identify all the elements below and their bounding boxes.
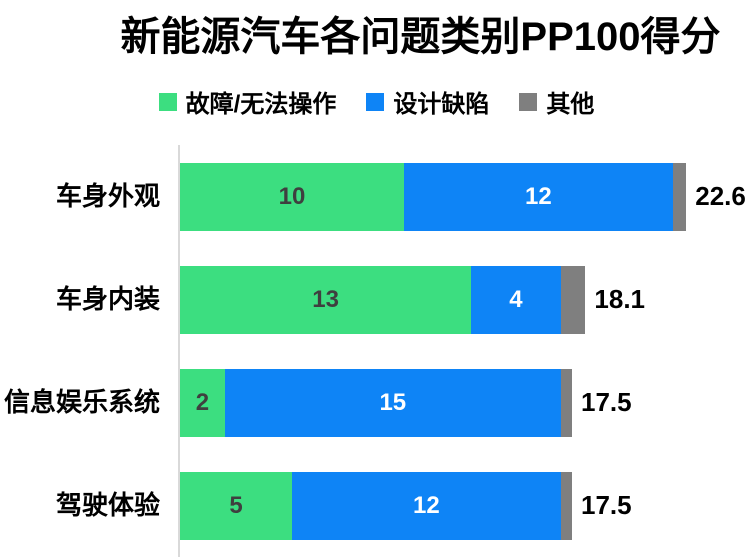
category-label: 车身内装 [55, 284, 160, 315]
bar-segment-other [560, 471, 572, 540]
legend-label: 故障/无法操作 [185, 91, 337, 118]
bar-segment-fault: 2 [180, 368, 225, 437]
bar-segment-fault: 13 [180, 265, 472, 334]
y-axis-line [178, 145, 180, 557]
bar-row: 信息娱乐系统 2 15 17.5 [0, 351, 753, 454]
legend-label: 设计缺陷 [393, 91, 490, 118]
total-value-label: 18.1 [594, 284, 646, 314]
bar-segment-design-defect: 12 [404, 162, 673, 231]
total-value-label: 22.6 [695, 181, 746, 211]
bar-segment-design-defect: 15 [224, 368, 561, 437]
plot-area: 车身外观 10 12 22.6 车身内装 13 4 18.1 信息娱乐系统 2 15 17.5 驾驶体验… [0, 145, 753, 557]
category-label: 信息娱乐系统 [3, 387, 160, 418]
total-value-label: 17.5 [580, 387, 632, 417]
chart-title: 新能源汽车各问题类别PP100得分 [120, 15, 721, 59]
segment-value-label: 15 [379, 388, 407, 416]
bar-track: 5 12 [180, 471, 572, 540]
bar-segment-design-defect: 4 [471, 265, 561, 334]
bar-segment-other [672, 162, 687, 231]
bar-track: 10 12 [180, 162, 687, 231]
bar-row: 车身内装 13 4 18.1 [0, 248, 753, 351]
bar-segment-fault: 10 [180, 162, 404, 231]
legend-swatch-blue [366, 92, 385, 111]
bar-track: 2 15 [180, 368, 572, 437]
segment-value-label: 13 [312, 285, 339, 313]
segment-value-label: 12 [413, 491, 440, 519]
bar-segment-other [560, 265, 586, 334]
legend-label: 其他 [546, 91, 595, 118]
segment-value-label: 10 [278, 182, 306, 210]
segment-value-label: 5 [229, 491, 243, 519]
bar-track: 13 4 [180, 265, 586, 334]
bar-segment-fault: 5 [180, 471, 292, 540]
legend-item-other: 其他 [519, 84, 594, 119]
category-label: 车身外观 [55, 181, 160, 212]
legend-swatch-green [158, 92, 177, 111]
bar-segment-other [560, 368, 572, 437]
segment-value-label: 2 [195, 388, 210, 416]
category-label: 驾驶体验 [55, 490, 160, 521]
bar-segment-design-defect: 12 [292, 471, 561, 540]
total-value-label: 17.5 [580, 490, 632, 520]
legend-item-design-defect: 设计缺陷 [366, 84, 489, 119]
legend-swatch-gray [519, 92, 538, 111]
bars-container: 车身外观 10 12 22.6 车身内装 13 4 18.1 信息娱乐系统 2 15 17.5 驾驶体验… [0, 145, 753, 557]
bar-row: 驾驶体验 5 12 17.5 [0, 454, 753, 557]
segment-value-label: 4 [509, 285, 523, 313]
segment-value-label: 12 [525, 182, 552, 210]
bar-row: 车身外观 10 12 22.6 [0, 145, 753, 248]
chart-legend: 故障/无法操作 设计缺陷 其他 [0, 84, 753, 119]
legend-item-fault: 故障/无法操作 [158, 84, 337, 119]
